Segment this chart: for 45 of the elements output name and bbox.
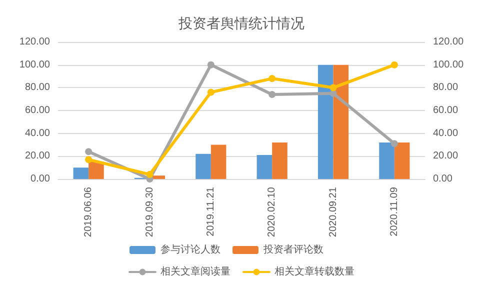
- x-tick-label: 2020.02.10: [266, 186, 278, 238]
- x-tick-label: 2019.06.06: [83, 186, 94, 238]
- point: [390, 140, 398, 148]
- bar: [196, 154, 211, 179]
- point: [85, 148, 92, 156]
- y-tick-label: 120.00: [19, 36, 50, 48]
- bar: [88, 162, 104, 179]
- point: [390, 61, 398, 68]
- y2-tick-label: 120.00: [433, 36, 464, 48]
- x-tick-label: 2020.11.09: [388, 186, 400, 236]
- point: [146, 170, 154, 178]
- bar: [318, 64, 334, 179]
- x-tick-label: 2019.11.21: [205, 186, 216, 236]
- point: [268, 75, 276, 82]
- x-tick-label: 2020.09.21: [328, 186, 339, 238]
- bar: [394, 142, 410, 179]
- bar: [210, 144, 226, 179]
- y2-tick-label: 80.00: [433, 82, 458, 94]
- y2-tick-label: 60.00: [433, 105, 458, 116]
- y-tick-label: 100.00: [19, 59, 50, 70]
- point: [330, 84, 337, 92]
- y-tick-label: 40.00: [24, 128, 50, 139]
- point: [207, 88, 214, 96]
- legend-label: 相关文章转载数量: [274, 266, 354, 278]
- point: [85, 156, 92, 164]
- y2-tick-label: 20.00: [433, 150, 458, 162]
- y-tick-label: 20.00: [24, 150, 50, 162]
- bar: [333, 64, 349, 179]
- bar: [73, 168, 89, 179]
- y2-tick-label: 100.00: [433, 59, 464, 70]
- x-tick-label: 2019.09.30: [144, 186, 156, 238]
- bar: [272, 142, 288, 179]
- y2-tick-label: 40.00: [433, 128, 458, 139]
- chart-title: 投资者舆情统计情况: [178, 16, 304, 32]
- legend-label: 相关文章阅读量: [160, 266, 230, 278]
- y2-tick-label: 0.00: [433, 174, 453, 184]
- y-tick-label: 80.00: [24, 82, 50, 94]
- y-tick-label: 60.00: [24, 105, 50, 116]
- point: [207, 61, 214, 68]
- legend-label: 参与讨论人数: [160, 244, 220, 256]
- point: [268, 91, 276, 98]
- bar: [256, 155, 272, 179]
- legend-label: 投资者评论数: [262, 244, 324, 256]
- bar: [379, 142, 394, 179]
- y-tick-label: 0.00: [30, 174, 50, 184]
